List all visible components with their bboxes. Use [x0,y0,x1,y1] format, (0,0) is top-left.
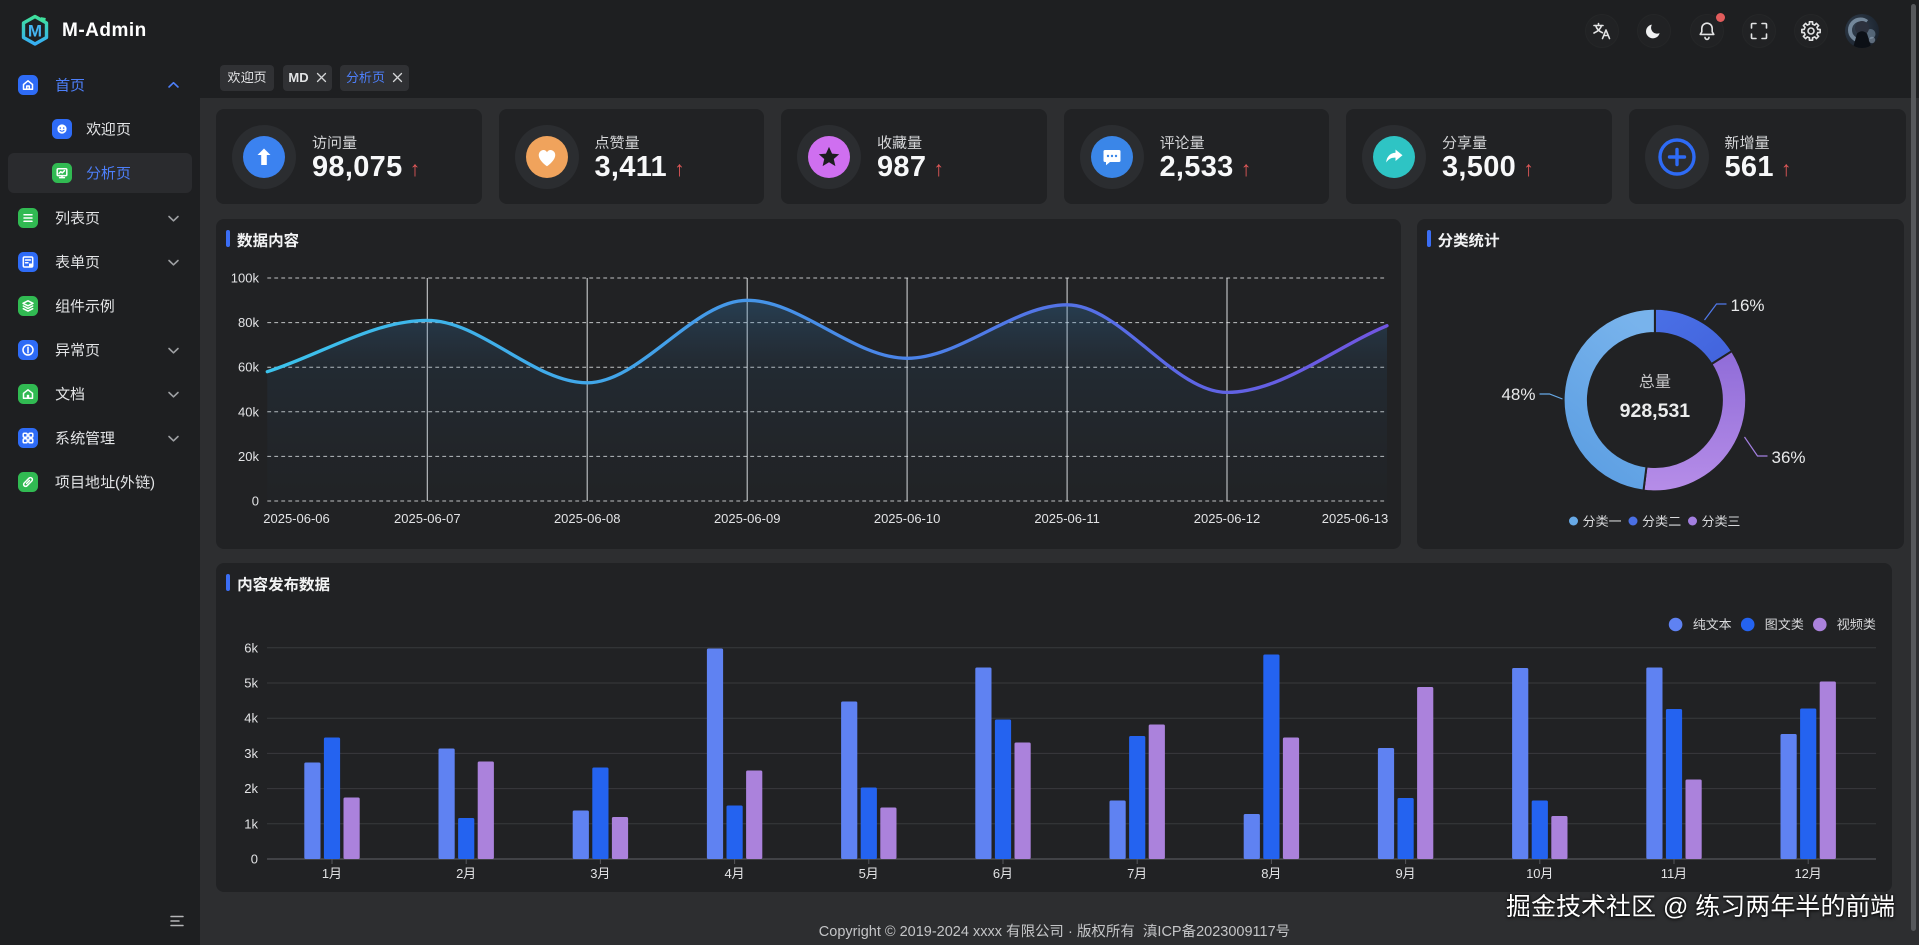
svg-text:5月: 5月 [859,866,879,881]
svg-text:0: 0 [251,852,258,867]
svg-text:6月: 6月 [993,866,1013,881]
svg-text:6k: 6k [244,640,258,655]
svg-text:2月: 2月 [456,866,476,881]
svg-text:4月: 4月 [724,866,744,881]
svg-text:分类一: 分类一 [1582,514,1621,529]
svg-text:928,531: 928,531 [1619,400,1690,422]
svg-text:3k: 3k [244,746,258,761]
svg-text:4k: 4k [244,711,258,726]
svg-text:20k: 20k [238,449,259,464]
svg-text:视频类: 视频类 [1837,617,1876,632]
svg-text:7月: 7月 [1127,866,1147,881]
svg-text:2025-06-13: 2025-06-13 [1322,511,1389,526]
svg-text:2025-06-06: 2025-06-06 [263,511,330,526]
svg-text:10月: 10月 [1526,866,1553,881]
svg-text:48%: 48% [1501,385,1535,404]
svg-text:5k: 5k [244,676,258,691]
svg-text:3月: 3月 [590,866,610,881]
svg-text:1月: 1月 [322,866,342,881]
svg-text:M: M [28,22,42,41]
svg-text:80k: 80k [238,315,259,330]
svg-text:2025-06-11: 2025-06-11 [1034,511,1100,526]
svg-text:2025-06-10: 2025-06-10 [874,511,941,526]
svg-text:2025-06-08: 2025-06-08 [554,511,621,526]
svg-text:9月: 9月 [1395,866,1415,881]
svg-text:11月: 11月 [1661,866,1688,881]
svg-text:12月: 12月 [1794,866,1821,881]
svg-text:16%: 16% [1730,296,1764,315]
svg-text:图文类: 图文类 [1765,617,1804,632]
svg-text:分类三: 分类三 [1701,514,1740,529]
svg-text:0: 0 [252,494,259,509]
svg-text:60k: 60k [238,360,259,375]
svg-text:2025-06-07: 2025-06-07 [394,511,461,526]
svg-text:1k: 1k [244,816,258,831]
svg-text:纯文本: 纯文本 [1693,617,1732,632]
svg-text:2025-06-12: 2025-06-12 [1194,511,1261,526]
svg-text:2k: 2k [244,781,258,796]
svg-text:2025-06-09: 2025-06-09 [714,511,781,526]
svg-text:分类二: 分类二 [1642,514,1681,529]
svg-text:36%: 36% [1771,448,1805,467]
svg-text:40k: 40k [238,404,259,419]
svg-text:100k: 100k [231,271,260,286]
svg-text:8月: 8月 [1261,866,1281,881]
svg-text:总量: 总量 [1638,373,1670,391]
